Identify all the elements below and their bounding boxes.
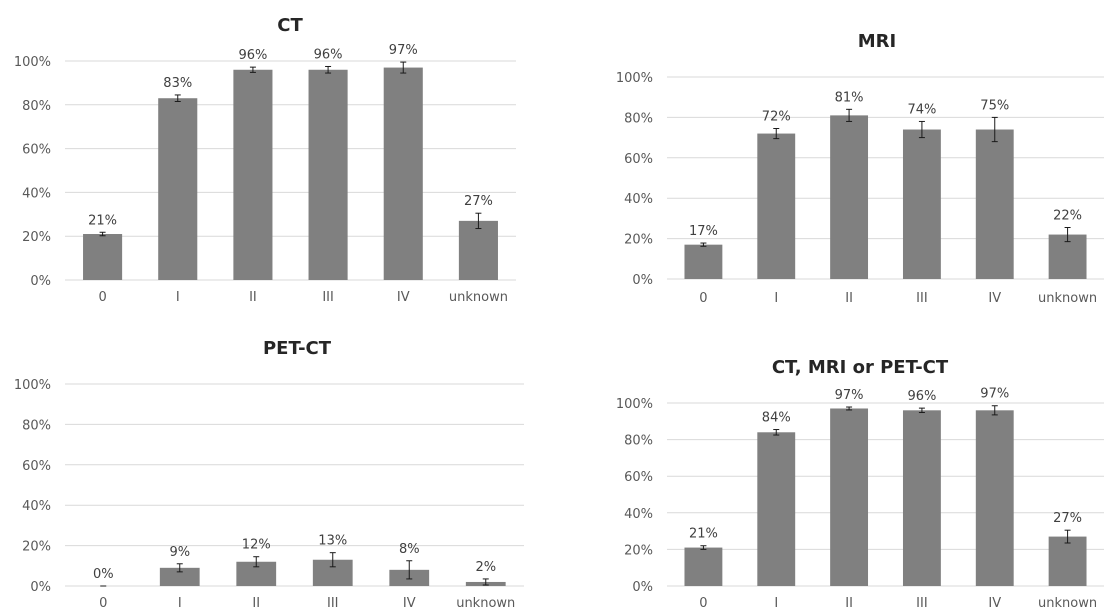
y-tick-label: 40%	[624, 507, 653, 522]
bar	[1048, 536, 1087, 586]
bar	[975, 129, 1014, 279]
y-tick-label: 100%	[14, 378, 51, 393]
data-label: 84%	[762, 411, 791, 426]
x-tick-label: 0	[99, 596, 107, 611]
data-label: 8%	[399, 542, 420, 557]
y-tick-label: 40%	[22, 186, 51, 201]
y-tick-label: 20%	[624, 233, 653, 248]
data-label: 13%	[318, 534, 347, 549]
data-label: 0%	[93, 567, 114, 582]
x-tick-label: IV	[988, 596, 1001, 611]
y-tick-label: 100%	[616, 71, 653, 86]
x-tick-label: II	[845, 291, 853, 306]
bar	[458, 220, 498, 280]
bar	[902, 410, 941, 586]
bar	[233, 69, 273, 280]
chart-panel-1: CT 0% 20% 40% 60% 80% 100% 21% 0 83% I 96% II 96% III 9…	[14, 15, 516, 305]
data-label: 83%	[163, 76, 192, 91]
data-label: 72%	[762, 110, 791, 125]
x-tick-label: 0	[98, 290, 106, 305]
data-label: 17%	[689, 224, 718, 239]
bar	[830, 115, 869, 279]
data-label: 21%	[88, 213, 117, 228]
data-label: 12%	[242, 538, 271, 553]
data-label: 81%	[835, 90, 864, 105]
chart-panel-2: MRI 0% 20% 40% 60% 80% 100% 17% 0 72% I 81% II 74% III…	[616, 31, 1104, 306]
y-tick-label: 80%	[624, 111, 653, 126]
bar	[902, 129, 941, 279]
y-tick-label: 0%	[632, 273, 653, 288]
x-tick-label: IV	[403, 596, 416, 611]
x-tick-label: I	[178, 596, 182, 611]
y-tick-label: 80%	[22, 418, 51, 433]
data-label: 75%	[980, 98, 1009, 113]
x-tick-label: III	[916, 596, 928, 611]
bar	[684, 547, 723, 586]
x-tick-label: unknown	[449, 290, 508, 305]
x-tick-label: I	[774, 596, 778, 611]
x-tick-label: IV	[397, 290, 410, 305]
x-tick-label: II	[252, 596, 260, 611]
y-tick-label: 20%	[22, 540, 51, 555]
y-tick-label: 80%	[22, 99, 51, 114]
data-label: 9%	[169, 545, 190, 560]
chart-title: CT, MRI or PET-CT	[772, 357, 949, 378]
y-tick-label: 60%	[22, 459, 51, 474]
chart-title: MRI	[858, 31, 896, 52]
data-label: 96%	[907, 389, 936, 404]
bar	[83, 234, 123, 280]
bar	[757, 432, 796, 586]
data-label: 22%	[1053, 208, 1082, 223]
data-label: 97%	[980, 387, 1009, 402]
chart-panel-3: PET-CT 0% 20% 40% 60% 80% 100% 0% 0 9% I 12% II 13% II…	[14, 338, 524, 611]
y-tick-label: 80%	[624, 434, 653, 449]
data-label: 97%	[835, 388, 864, 403]
chart-title: PET-CT	[263, 338, 332, 359]
data-label: 96%	[238, 48, 267, 63]
y-tick-label: 0%	[30, 580, 51, 595]
x-tick-label: 0	[699, 291, 707, 306]
x-tick-label: unknown	[456, 596, 515, 611]
y-tick-label: 60%	[22, 143, 51, 158]
y-tick-label: 40%	[22, 499, 51, 514]
bar	[158, 98, 198, 280]
bar	[383, 67, 423, 280]
x-tick-label: 0	[699, 596, 707, 611]
data-label: 27%	[464, 194, 493, 209]
x-tick-label: IV	[988, 291, 1001, 306]
data-label: 27%	[1053, 511, 1082, 526]
x-tick-label: I	[774, 291, 778, 306]
chart-panel-4: CT, MRI or PET-CT 0% 20% 40% 60% 80% 100% 21% 0 8…	[616, 357, 1104, 611]
y-tick-label: 40%	[624, 192, 653, 207]
bar	[308, 69, 348, 280]
y-tick-label: 0%	[30, 274, 51, 289]
data-label: 74%	[907, 102, 936, 117]
x-tick-label: unknown	[1038, 596, 1097, 611]
x-tick-label: III	[327, 596, 339, 611]
data-label: 21%	[689, 527, 718, 542]
chart-title: CT	[277, 15, 303, 36]
x-tick-label: I	[176, 290, 180, 305]
bar	[757, 133, 796, 279]
y-tick-label: 20%	[624, 543, 653, 558]
bar	[975, 410, 1014, 586]
y-tick-label: 0%	[632, 580, 653, 595]
y-tick-label: 60%	[624, 470, 653, 485]
data-label: 2%	[475, 560, 496, 575]
x-tick-label: II	[249, 290, 257, 305]
x-tick-label: unknown	[1038, 291, 1097, 306]
y-tick-label: 100%	[14, 55, 51, 70]
data-label: 96%	[314, 47, 343, 62]
bar	[684, 244, 723, 279]
y-tick-label: 20%	[22, 230, 51, 245]
x-tick-label: II	[845, 596, 853, 611]
bar	[830, 408, 869, 586]
y-tick-label: 60%	[624, 152, 653, 167]
data-label: 97%	[389, 43, 418, 58]
x-tick-label: III	[916, 291, 928, 306]
x-tick-label: III	[322, 290, 334, 305]
y-tick-label: 100%	[616, 397, 653, 412]
bar	[159, 567, 200, 586]
